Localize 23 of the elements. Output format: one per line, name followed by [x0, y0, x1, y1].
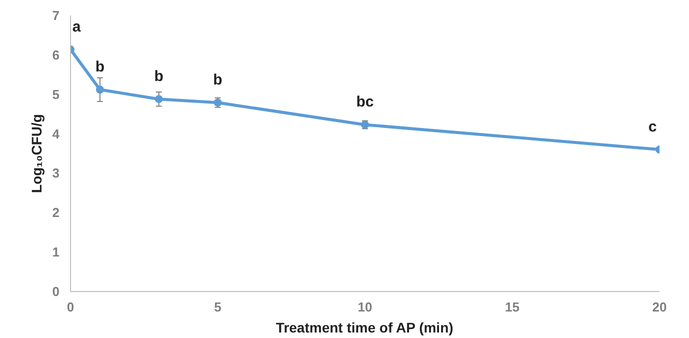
y-tick-label: 5: [52, 86, 60, 102]
x-tick-label: 20: [652, 300, 667, 314]
y-tick-label: 6: [52, 47, 60, 62]
y-tick-label: 2: [52, 205, 60, 220]
point: [154, 95, 163, 104]
annotation: b: [213, 72, 222, 89]
annotation: c: [648, 118, 657, 136]
x-tick-label: 5: [214, 300, 222, 314]
x-tick-label: 15: [505, 300, 520, 314]
annotation: bc: [356, 94, 374, 111]
annotation: a: [72, 18, 82, 36]
y-tick-label: 0: [52, 284, 60, 299]
y-tick-label: 1: [52, 244, 60, 260]
x-tick-label: 0: [66, 300, 74, 314]
y-axis-title: Log₁₀CFU/g: [28, 114, 44, 193]
y-tick-label: 4: [52, 126, 60, 142]
x-axis-title: Treatment time of AP (min): [276, 320, 454, 336]
annotation: b: [95, 58, 105, 76]
annotation: b: [154, 68, 164, 86]
y-tick-label: 7: [52, 8, 60, 23]
y-tick-label: 3: [52, 166, 60, 181]
x-tick-label: 10: [358, 300, 372, 314]
point: [96, 86, 104, 94]
